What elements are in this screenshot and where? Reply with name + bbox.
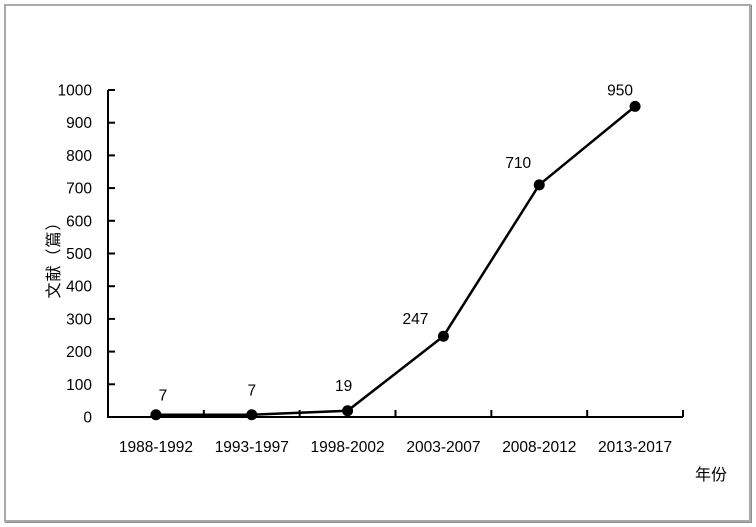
x-axis-title: 年份 — [694, 467, 728, 484]
y-tick-label: 900 — [66, 115, 92, 132]
y-tick-label: 300 — [66, 311, 92, 328]
x-tick-label: 2013-2017 — [598, 439, 672, 456]
x-tick-label: 2003-2007 — [406, 439, 480, 456]
data-point-label: 7 — [159, 388, 168, 405]
data-point-label: 19 — [335, 378, 352, 395]
data-line — [155, 105, 636, 416]
y-tick-label: 500 — [66, 246, 92, 263]
x-tick-label: 2008-2012 — [502, 439, 576, 456]
data-point-label: 950 — [607, 82, 633, 99]
y-tick-label: 700 — [66, 181, 92, 198]
data-point-label: 247 — [402, 311, 428, 328]
y-axis-title: 文献（篇） — [46, 213, 63, 299]
data-point-marker — [629, 100, 641, 112]
y-tick-label: 0 — [83, 410, 92, 427]
data-point-marker — [342, 405, 354, 417]
y-tick-label: 400 — [66, 279, 92, 296]
data-point-marker — [533, 179, 545, 191]
x-tick-label: 1988-1992 — [119, 439, 193, 456]
y-tick-label: 100 — [66, 377, 92, 394]
data-point-marker — [246, 409, 258, 421]
y-tick-label: 200 — [66, 344, 92, 361]
y-tick-label: 1000 — [58, 83, 93, 100]
x-tick-label: 1998-2002 — [311, 439, 385, 456]
x-tick-label: 1993-1997 — [215, 439, 289, 456]
y-tick-label: 800 — [66, 148, 92, 165]
data-point-label: 710 — [505, 155, 531, 172]
data-point-marker — [150, 409, 162, 421]
data-point-label: 7 — [247, 383, 256, 400]
data-point-marker — [437, 330, 449, 342]
y-tick-label: 600 — [66, 213, 92, 230]
